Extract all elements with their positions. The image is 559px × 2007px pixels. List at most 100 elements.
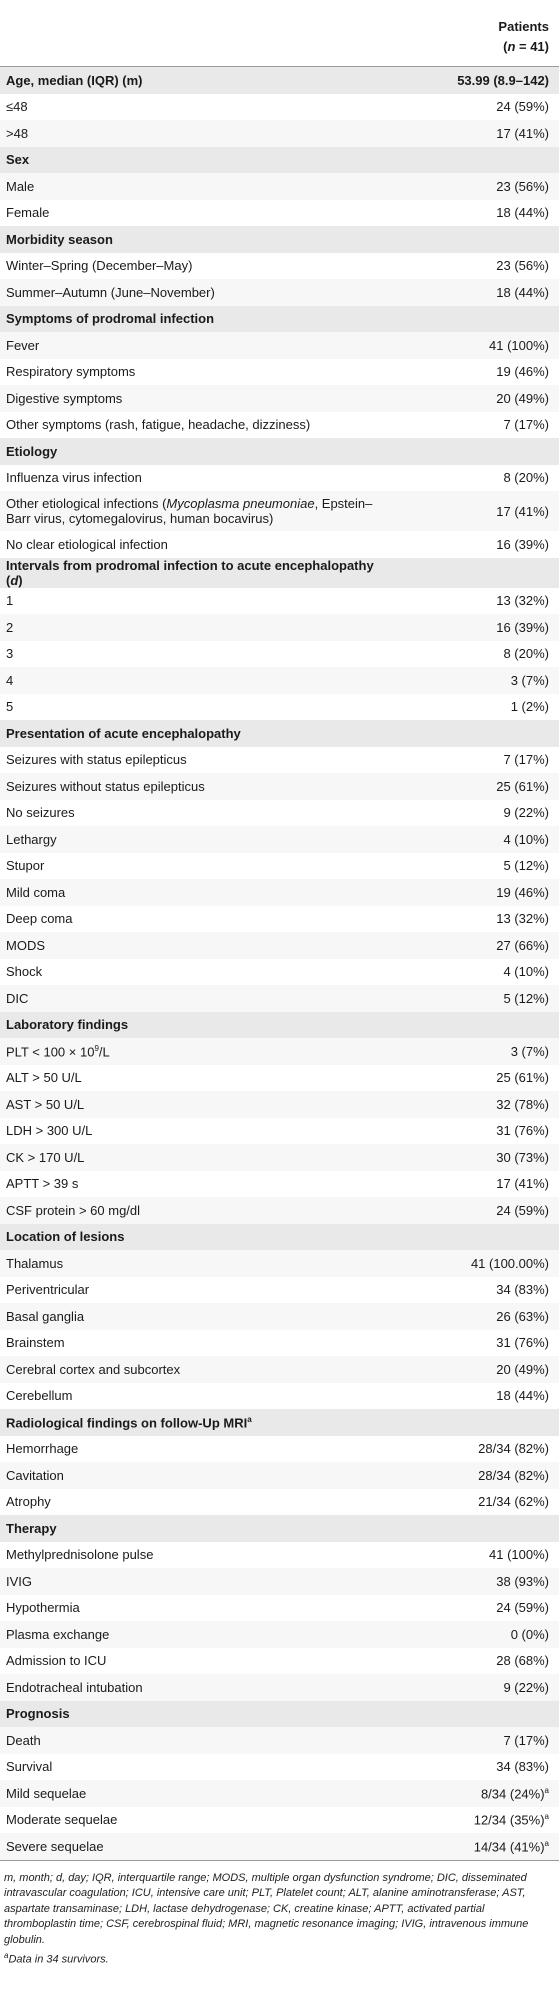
row-value: 18 (44%) bbox=[395, 200, 559, 227]
row-label-text: LDH > 300 U/L bbox=[6, 1123, 93, 1139]
section-header-row: Prognosis bbox=[0, 1700, 559, 1727]
section-header-row: Etiology bbox=[0, 438, 559, 465]
row-value: 20 (49%) bbox=[395, 1356, 559, 1383]
row-label: Other symptoms (rash, fatigue, headache,… bbox=[0, 412, 395, 439]
row-label-text: Hypothermia bbox=[6, 1600, 80, 1616]
section-value bbox=[395, 720, 559, 747]
row-value: 34 (83%) bbox=[395, 1277, 559, 1304]
table-row: No clear etiological infection 16 (39%) bbox=[0, 531, 559, 558]
row-label-text: Moderate sequelae bbox=[6, 1812, 118, 1828]
row-value: 8 (20%) bbox=[395, 465, 559, 492]
row-label-text: Hemorrhage bbox=[6, 1441, 79, 1457]
section-title: Therapy bbox=[0, 1515, 395, 1542]
row-value-text: 24 (59%) bbox=[496, 1600, 549, 1616]
row-value: 30 (73%) bbox=[395, 1144, 559, 1171]
row-value-text: 8/34 (24%) bbox=[480, 1785, 545, 1801]
row-value-text: 3 (7%) bbox=[510, 1043, 549, 1059]
header-n: (n = 41) bbox=[503, 39, 549, 54]
row-value: 26 (63%) bbox=[395, 1303, 559, 1330]
row-label-text: 4 bbox=[6, 672, 14, 688]
row-value-text: 17 (41%) bbox=[496, 125, 549, 141]
row-label: APTT > 39 s bbox=[0, 1171, 395, 1198]
row-label-text: Survival bbox=[6, 1759, 53, 1775]
row-value-text: 28/34 (82%) bbox=[478, 1467, 549, 1483]
table-row: Thalamus 41 (100.00%) bbox=[0, 1250, 559, 1277]
header-col2: Patients (n = 41) bbox=[395, 8, 559, 67]
table-row: No seizures 9 (22%) bbox=[0, 799, 559, 827]
table-row: Cerebral cortex and subcortex 20 (49%) bbox=[0, 1356, 559, 1383]
table-row: Female 18 (44%) bbox=[0, 199, 559, 227]
table-header-row: Patients (n = 41) bbox=[0, 8, 559, 67]
section-header-row: Age, median (IQR) (m) 53.99 (8.9–142) bbox=[0, 66, 559, 94]
row-value-text: 24 (59%) bbox=[496, 1202, 549, 1218]
section-title: Morbidity season bbox=[0, 226, 395, 253]
row-value-text: 8 (20%) bbox=[503, 470, 549, 486]
table-row: LDH > 300 U/L 31 (76%) bbox=[0, 1117, 559, 1144]
row-value: 18 (44%) bbox=[395, 279, 559, 306]
row-label-text: Periventricular bbox=[6, 1282, 90, 1298]
section-title-text: Age, median (IQR) (m) bbox=[6, 72, 143, 88]
table-footnote: m, month; d, day; IQR, interquartile ran… bbox=[0, 1861, 559, 1969]
row-value: 7 (17%) bbox=[395, 412, 559, 439]
section-title-text: Laboratory findings bbox=[6, 1017, 129, 1033]
row-label-text: ≤48 bbox=[6, 99, 28, 115]
row-value: 25 (61%) bbox=[395, 773, 559, 800]
row-label-text: Mild coma bbox=[6, 884, 66, 900]
row-label-text: Digestive symptoms bbox=[6, 390, 123, 406]
row-label-text: Male bbox=[6, 178, 35, 194]
row-label-text: ALT > 50 U/L bbox=[6, 1070, 82, 1086]
row-label-text: 1 bbox=[6, 593, 14, 609]
row-label: Cerebral cortex and subcortex bbox=[0, 1356, 395, 1383]
section-value bbox=[395, 306, 559, 333]
section-value bbox=[395, 1409, 559, 1436]
row-label: Female bbox=[0, 200, 395, 227]
table-row: 3 8 (20%) bbox=[0, 640, 559, 668]
table-row: Seizures with status epilepticus 7 (17%) bbox=[0, 746, 559, 773]
section-header-row: Sex bbox=[0, 146, 559, 174]
row-value-text: 23 (56%) bbox=[496, 258, 549, 274]
row-label-text: Stupor bbox=[6, 858, 45, 874]
row-label-text: Deep coma bbox=[6, 911, 73, 927]
row-value: 4 (10%) bbox=[395, 959, 559, 986]
row-label-text: Mild sequelae bbox=[6, 1785, 87, 1801]
table-row: Methylprednisolone pulse 41 (100%) bbox=[0, 1541, 559, 1569]
section-header-row: Intervals from prodromal infection to ac… bbox=[0, 557, 559, 588]
table-row: Endotracheal intubation 9 (22%) bbox=[0, 1674, 559, 1701]
row-label-text: Fever bbox=[6, 337, 40, 353]
row-label-sup: 9 bbox=[94, 1043, 99, 1053]
row-value-text: 41 (100%) bbox=[489, 337, 549, 353]
table-row: DIC 5 (12%) bbox=[0, 985, 559, 1012]
section-title: Sex bbox=[0, 147, 395, 174]
row-label-text: No seizures bbox=[6, 805, 75, 821]
section-header-row: Presentation of acute encephalopathy bbox=[0, 720, 559, 747]
section-value bbox=[395, 558, 559, 588]
row-label: Atrophy bbox=[0, 1489, 395, 1516]
row-value: 41 (100%) bbox=[395, 1542, 559, 1569]
section-title-text: Etiology bbox=[6, 443, 58, 459]
row-label: Summer–Autumn (June–November) bbox=[0, 279, 395, 306]
row-value: 20 (49%) bbox=[395, 385, 559, 412]
row-label-text: Plasma exchange bbox=[6, 1626, 110, 1642]
row-value: 8/34 (24%)a bbox=[395, 1780, 559, 1807]
row-label: No clear etiological infection bbox=[0, 531, 395, 558]
row-value: 9 (22%) bbox=[395, 800, 559, 827]
row-value-text: 5 (12%) bbox=[503, 858, 549, 874]
row-label: 3 bbox=[0, 641, 395, 668]
table-row: Survival 34 (83%) bbox=[0, 1753, 559, 1781]
row-label: Survival bbox=[0, 1754, 395, 1781]
section-header-row: Morbidity season bbox=[0, 226, 559, 253]
section-value bbox=[395, 1224, 559, 1251]
section-title-text: Morbidity season bbox=[6, 231, 113, 247]
table-row: Deep coma 13 (32%) bbox=[0, 905, 559, 933]
row-label: Deep coma bbox=[0, 906, 395, 933]
row-value-text: 17 (41%) bbox=[496, 503, 549, 519]
row-value-text: 18 (44%) bbox=[496, 205, 549, 221]
table-row: Lethargy 4 (10%) bbox=[0, 826, 559, 853]
section-title: Location of lesions bbox=[0, 1224, 395, 1251]
row-value-text: 4 (10%) bbox=[503, 831, 549, 847]
row-value: 21/34 (62%) bbox=[395, 1489, 559, 1516]
table-row: PLT < 100 × 109/L 3 (7%) bbox=[0, 1038, 559, 1065]
section-header-row: Radiological findings on follow-Up MRIa bbox=[0, 1409, 559, 1436]
table-row: Cavitation 28/34 (82%) bbox=[0, 1462, 559, 1489]
table-row: Admission to ICU 28 (68%) bbox=[0, 1647, 559, 1674]
